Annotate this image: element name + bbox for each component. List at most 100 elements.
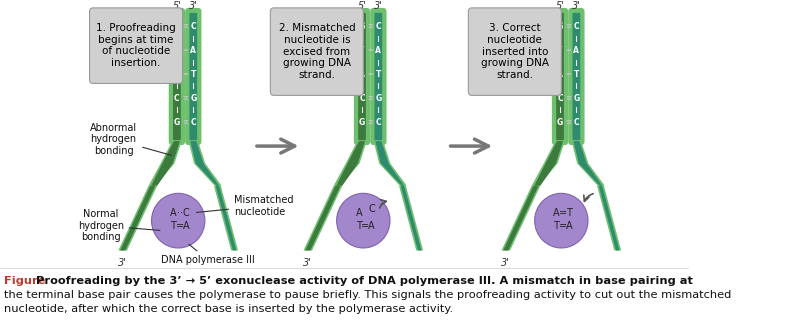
Polygon shape bbox=[214, 186, 238, 251]
Text: T: T bbox=[359, 46, 365, 55]
Text: G: G bbox=[359, 22, 365, 31]
Text: =: = bbox=[182, 48, 188, 54]
Text: nucleotide, after which the correct base is inserted by the polymerase activity.: nucleotide, after which the correct base… bbox=[4, 304, 454, 314]
Polygon shape bbox=[374, 141, 406, 186]
FancyBboxPatch shape bbox=[468, 8, 562, 95]
Text: A: A bbox=[557, 70, 563, 79]
Text: C: C bbox=[182, 208, 190, 218]
Text: G: G bbox=[557, 118, 563, 127]
FancyBboxPatch shape bbox=[370, 8, 386, 145]
Text: T: T bbox=[376, 70, 381, 79]
Text: C: C bbox=[375, 118, 381, 127]
Text: G: G bbox=[557, 22, 563, 31]
Text: C: C bbox=[359, 94, 365, 103]
FancyBboxPatch shape bbox=[573, 13, 580, 140]
Text: Mismatched
nucleotide: Mismatched nucleotide bbox=[197, 195, 294, 216]
Text: Abnormal
hydrogen
bonding: Abnormal hydrogen bonding bbox=[90, 122, 171, 156]
FancyBboxPatch shape bbox=[173, 13, 181, 140]
FancyBboxPatch shape bbox=[90, 8, 182, 83]
FancyBboxPatch shape bbox=[270, 8, 363, 95]
Text: A: A bbox=[190, 46, 196, 55]
Text: ≡: ≡ bbox=[182, 24, 188, 30]
Polygon shape bbox=[534, 141, 563, 186]
Text: 3': 3' bbox=[374, 1, 383, 11]
Polygon shape bbox=[532, 141, 565, 186]
FancyBboxPatch shape bbox=[556, 13, 564, 140]
Polygon shape bbox=[189, 141, 222, 186]
Ellipse shape bbox=[151, 193, 205, 248]
Text: C: C bbox=[369, 204, 375, 214]
Text: C: C bbox=[574, 118, 579, 127]
Polygon shape bbox=[375, 141, 404, 186]
Text: A: A bbox=[574, 46, 579, 55]
Text: Normal
hydrogen
bonding: Normal hydrogen bonding bbox=[78, 209, 160, 242]
Text: C: C bbox=[558, 94, 563, 103]
Text: G: G bbox=[574, 94, 579, 103]
Text: 2. Mismatched
nucleotide is
excised from
growing DNA
strand.: 2. Mismatched nucleotide is excised from… bbox=[278, 24, 355, 80]
FancyBboxPatch shape bbox=[190, 13, 197, 140]
Text: ≡: ≡ bbox=[566, 95, 571, 101]
FancyBboxPatch shape bbox=[354, 8, 370, 145]
Polygon shape bbox=[151, 141, 180, 186]
Text: T: T bbox=[566, 208, 572, 218]
Text: 1. Proofreading
begins at time
of nucleotide
insertion.: 1. Proofreading begins at time of nucleo… bbox=[96, 23, 176, 68]
Text: C: C bbox=[375, 22, 381, 31]
Text: C: C bbox=[574, 22, 579, 31]
Text: ≡: ≡ bbox=[367, 95, 373, 101]
FancyBboxPatch shape bbox=[185, 8, 202, 145]
Text: ≡: ≡ bbox=[182, 119, 188, 125]
Text: =: = bbox=[361, 221, 369, 231]
Polygon shape bbox=[190, 141, 219, 186]
Ellipse shape bbox=[337, 193, 390, 248]
Text: G: G bbox=[375, 94, 382, 103]
Polygon shape bbox=[572, 141, 605, 186]
Text: ≡: ≡ bbox=[182, 95, 188, 101]
Text: C: C bbox=[174, 94, 180, 103]
Text: G: G bbox=[174, 22, 180, 31]
Polygon shape bbox=[597, 186, 621, 251]
Text: =: = bbox=[559, 221, 567, 231]
Text: 3': 3' bbox=[303, 259, 312, 268]
Polygon shape bbox=[149, 141, 182, 186]
Text: 3': 3' bbox=[189, 1, 198, 11]
Text: =: = bbox=[559, 208, 567, 218]
Text: ≡: ≡ bbox=[566, 24, 571, 30]
FancyBboxPatch shape bbox=[374, 13, 382, 140]
Polygon shape bbox=[503, 186, 538, 251]
Text: A: A bbox=[170, 208, 176, 218]
Text: C: C bbox=[190, 22, 196, 31]
Text: T: T bbox=[170, 221, 176, 231]
FancyBboxPatch shape bbox=[169, 8, 185, 145]
Text: T: T bbox=[574, 70, 579, 79]
Text: A: A bbox=[174, 70, 180, 79]
Text: A: A bbox=[375, 46, 382, 55]
Text: A: A bbox=[566, 221, 572, 231]
Text: the terminal base pair causes the polymerase to pause briefly. This signals the : the terminal base pair causes the polyme… bbox=[4, 290, 732, 300]
Text: 3': 3' bbox=[572, 1, 581, 11]
Polygon shape bbox=[334, 141, 366, 186]
Polygon shape bbox=[216, 186, 236, 251]
Polygon shape bbox=[306, 186, 341, 251]
Text: Figure: Figure bbox=[4, 276, 46, 286]
Text: ≡: ≡ bbox=[566, 119, 571, 125]
Text: C: C bbox=[190, 118, 196, 127]
Polygon shape bbox=[120, 186, 155, 251]
Text: G: G bbox=[359, 118, 365, 127]
FancyBboxPatch shape bbox=[568, 8, 585, 145]
Text: =: = bbox=[566, 71, 571, 77]
Text: =: = bbox=[566, 48, 571, 54]
Text: T: T bbox=[558, 46, 562, 55]
Polygon shape bbox=[303, 186, 342, 251]
Text: T: T bbox=[174, 46, 180, 55]
Text: T: T bbox=[554, 221, 559, 231]
Text: ··: ·· bbox=[177, 208, 183, 218]
Text: ≡: ≡ bbox=[367, 119, 373, 125]
Polygon shape bbox=[598, 186, 619, 251]
Polygon shape bbox=[336, 141, 365, 186]
Text: T: T bbox=[190, 70, 196, 79]
Text: =: = bbox=[176, 221, 184, 231]
Text: A: A bbox=[356, 208, 362, 218]
Polygon shape bbox=[399, 186, 423, 251]
Text: A: A bbox=[359, 70, 365, 79]
Text: 3': 3' bbox=[502, 259, 510, 268]
